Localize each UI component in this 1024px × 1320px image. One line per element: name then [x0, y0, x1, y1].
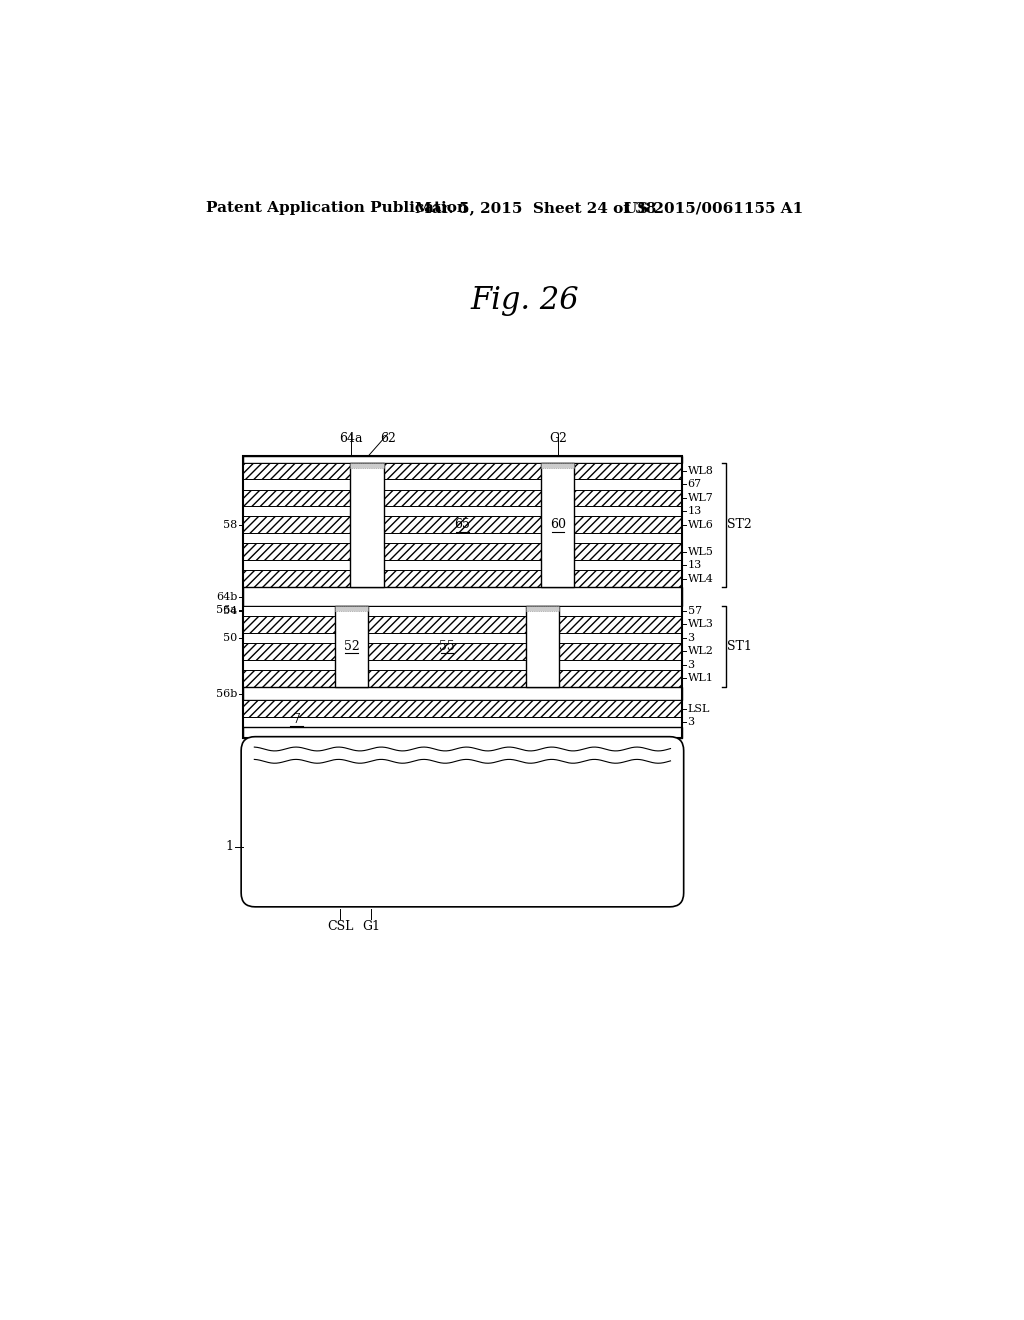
Bar — [243, 544, 682, 561]
Text: 13: 13 — [687, 561, 701, 570]
Text: WL1: WL1 — [687, 673, 714, 684]
Text: 55: 55 — [439, 640, 455, 652]
Bar — [243, 718, 682, 727]
Text: Patent Application Publication: Patent Application Publication — [206, 202, 468, 215]
Text: WL2: WL2 — [687, 647, 714, 656]
Text: WL3: WL3 — [687, 619, 714, 630]
Bar — [243, 606, 682, 615]
Text: Mar. 5, 2015  Sheet 24 of 38: Mar. 5, 2015 Sheet 24 of 38 — [415, 202, 656, 215]
Bar — [350, 462, 384, 469]
Bar — [243, 727, 682, 738]
Text: ST1: ST1 — [727, 640, 752, 652]
Bar — [335, 606, 369, 611]
Text: WL6: WL6 — [687, 520, 714, 529]
Bar — [243, 643, 682, 660]
Text: US 2015/0061155 A1: US 2015/0061155 A1 — [624, 202, 803, 215]
FancyBboxPatch shape — [241, 737, 684, 907]
Text: 54: 54 — [223, 606, 238, 615]
Bar — [243, 587, 682, 606]
Text: 3: 3 — [687, 632, 694, 643]
Text: 1: 1 — [225, 841, 233, 853]
Text: 3: 3 — [687, 660, 694, 669]
Bar — [243, 516, 682, 533]
Bar — [243, 455, 682, 462]
Text: 13: 13 — [687, 507, 701, 516]
Text: 58: 58 — [223, 520, 238, 529]
Text: WL4: WL4 — [687, 574, 714, 583]
Text: CSL: CSL — [327, 920, 353, 933]
Text: 3: 3 — [687, 718, 694, 727]
Bar — [243, 632, 682, 643]
Bar — [243, 570, 682, 587]
Bar — [541, 462, 574, 469]
Bar — [243, 686, 682, 701]
Text: 62: 62 — [380, 432, 395, 445]
Text: Fig. 26: Fig. 26 — [470, 285, 580, 317]
Bar — [243, 669, 682, 686]
Text: G2: G2 — [549, 432, 566, 445]
Bar — [243, 462, 682, 479]
Text: 64a: 64a — [339, 432, 362, 445]
Bar — [243, 479, 682, 490]
Bar — [243, 455, 682, 738]
Bar — [243, 660, 682, 669]
Text: ST2: ST2 — [727, 519, 752, 532]
Bar — [243, 507, 682, 516]
Bar — [243, 701, 682, 718]
Bar — [541, 462, 574, 587]
Text: 52: 52 — [344, 640, 359, 652]
Text: 50: 50 — [223, 632, 238, 643]
Text: WL5: WL5 — [687, 546, 714, 557]
Bar — [335, 606, 369, 686]
Text: 65: 65 — [455, 519, 470, 532]
Text: 67: 67 — [687, 479, 701, 490]
Text: 56a: 56a — [216, 605, 238, 615]
Text: 56b: 56b — [216, 689, 238, 698]
Bar — [350, 462, 384, 587]
Text: 64b: 64b — [216, 591, 238, 602]
Text: G1: G1 — [361, 920, 380, 933]
Bar — [243, 533, 682, 544]
Bar — [243, 490, 682, 507]
Text: 60: 60 — [550, 519, 565, 532]
Text: WL7: WL7 — [687, 492, 714, 503]
Text: WL8: WL8 — [687, 466, 714, 477]
Bar — [525, 606, 559, 686]
Text: LSL: LSL — [687, 704, 710, 714]
Text: 7: 7 — [293, 713, 300, 726]
Text: 57: 57 — [687, 606, 701, 615]
Bar — [243, 615, 682, 632]
Bar — [525, 606, 559, 611]
Bar — [243, 561, 682, 570]
